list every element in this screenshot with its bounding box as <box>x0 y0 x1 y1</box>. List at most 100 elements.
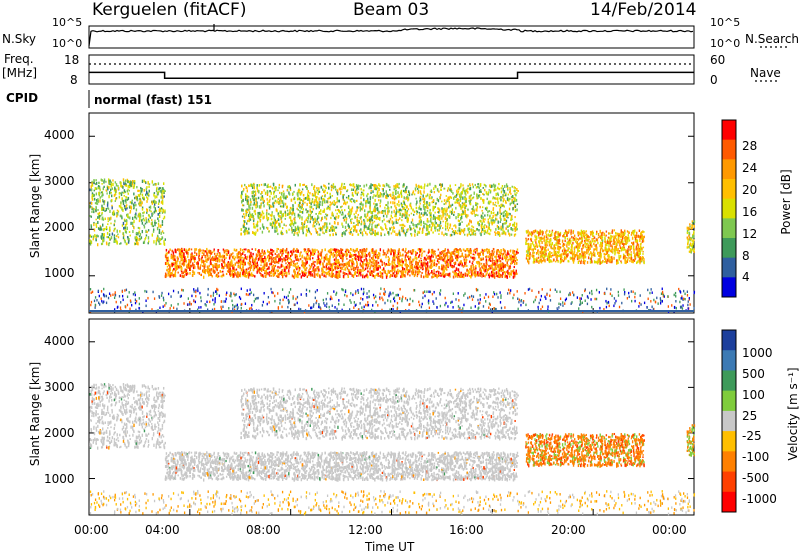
power-cell <box>156 226 159 231</box>
velocity-cell <box>355 451 358 454</box>
power-cell <box>513 250 516 253</box>
power-cell <box>458 264 461 267</box>
velocity-cell <box>130 409 132 413</box>
power-cell <box>488 275 491 279</box>
velocity-cell <box>138 423 141 426</box>
velocity-cell <box>121 428 124 431</box>
power-cell <box>133 184 136 188</box>
power-cell <box>156 195 158 199</box>
velocity-cell <box>499 466 501 469</box>
velocity-cell <box>326 459 328 463</box>
velocity-cell <box>264 463 266 467</box>
power-cell <box>160 210 162 213</box>
velocity-cell <box>95 443 97 445</box>
power-cell <box>331 267 334 270</box>
power-cell <box>275 275 278 277</box>
velocity-cell <box>138 394 140 397</box>
velocity-cell <box>94 387 97 390</box>
power-cb-tick-28: 28 <box>742 139 758 153</box>
power-cell <box>125 204 128 207</box>
velocity-cell <box>235 471 238 474</box>
velocity-cell <box>276 458 279 461</box>
velocity-colorbar-swatch <box>722 451 736 473</box>
power-cell <box>466 273 469 277</box>
power-cell <box>276 275 279 278</box>
velocity-cell <box>243 460 245 463</box>
velocity-cell <box>147 397 150 400</box>
velocity-cell <box>380 462 382 466</box>
power-cell <box>110 222 112 225</box>
velocity-cell <box>139 396 142 400</box>
velocity-cell <box>310 477 312 480</box>
velocity-cell <box>306 460 309 464</box>
velocity-cell <box>494 471 497 474</box>
velocity-ytick-1000: 1000 <box>44 472 75 486</box>
velocity-cell <box>265 471 268 475</box>
power-cell <box>140 186 142 190</box>
power-cell <box>393 270 396 273</box>
velocity-cell <box>351 477 353 480</box>
velocity-cell <box>134 419 137 423</box>
velocity-cell <box>493 478 496 482</box>
velocity-cell <box>99 400 101 404</box>
power-cell <box>198 256 200 259</box>
velocity-cell <box>420 460 422 463</box>
velocity-cell <box>393 464 396 468</box>
velocity-cell <box>161 423 164 428</box>
power-cell <box>99 228 102 231</box>
power-cell <box>96 234 98 238</box>
velocity-cell <box>99 393 101 396</box>
power-cell <box>145 229 147 234</box>
power-cell <box>316 249 318 251</box>
power-cell <box>400 275 402 279</box>
power-cell <box>151 200 153 204</box>
velocity-cell <box>158 393 160 395</box>
power-cell <box>370 261 373 264</box>
velocity-cell <box>261 452 264 455</box>
velocity-cell <box>507 474 509 478</box>
velocity-colorbar-swatch <box>722 330 736 351</box>
velocity-cell <box>207 470 209 473</box>
power-cell <box>127 240 130 244</box>
velocity-cell <box>95 426 97 430</box>
power-cell <box>128 185 131 189</box>
velocity-cell <box>516 451 519 454</box>
power-cell <box>147 182 149 185</box>
power-cell <box>461 275 463 278</box>
power-cell <box>484 275 486 278</box>
power-cell <box>474 271 476 275</box>
power-cell <box>493 268 495 272</box>
velocity-cell <box>384 473 387 476</box>
velocity-cell <box>109 430 111 434</box>
power-cell <box>124 184 126 187</box>
power-cell <box>113 229 115 232</box>
power-cell <box>478 261 481 264</box>
freq-panel-frame <box>88 54 695 85</box>
power-cell <box>163 192 165 194</box>
power-cell <box>107 201 109 205</box>
power-cell <box>480 271 483 276</box>
velocity-cell <box>158 413 161 416</box>
power-cell <box>472 260 474 263</box>
velocity-cell <box>421 455 423 458</box>
velocity-cell <box>120 405 122 408</box>
power-cell <box>145 187 148 191</box>
velocity-cell <box>94 391 96 395</box>
velocity-cell <box>101 415 103 418</box>
power-cell <box>107 217 109 221</box>
velocity-cell <box>98 421 101 424</box>
velocity-cell <box>374 458 377 462</box>
velocity-cell <box>131 420 134 424</box>
power-cell <box>295 262 297 266</box>
power-cell <box>444 260 447 265</box>
power-cell <box>91 198 94 201</box>
velocity-colorbar-swatch <box>722 390 736 412</box>
velocity-cell <box>172 477 175 481</box>
velocity-cell <box>356 451 359 455</box>
velocity-cell <box>121 420 123 424</box>
velocity-cell <box>452 454 454 458</box>
velocity-cell <box>163 399 165 403</box>
power-cell <box>143 197 145 201</box>
velocity-cell <box>210 455 212 458</box>
velocity-cell <box>90 392 93 396</box>
